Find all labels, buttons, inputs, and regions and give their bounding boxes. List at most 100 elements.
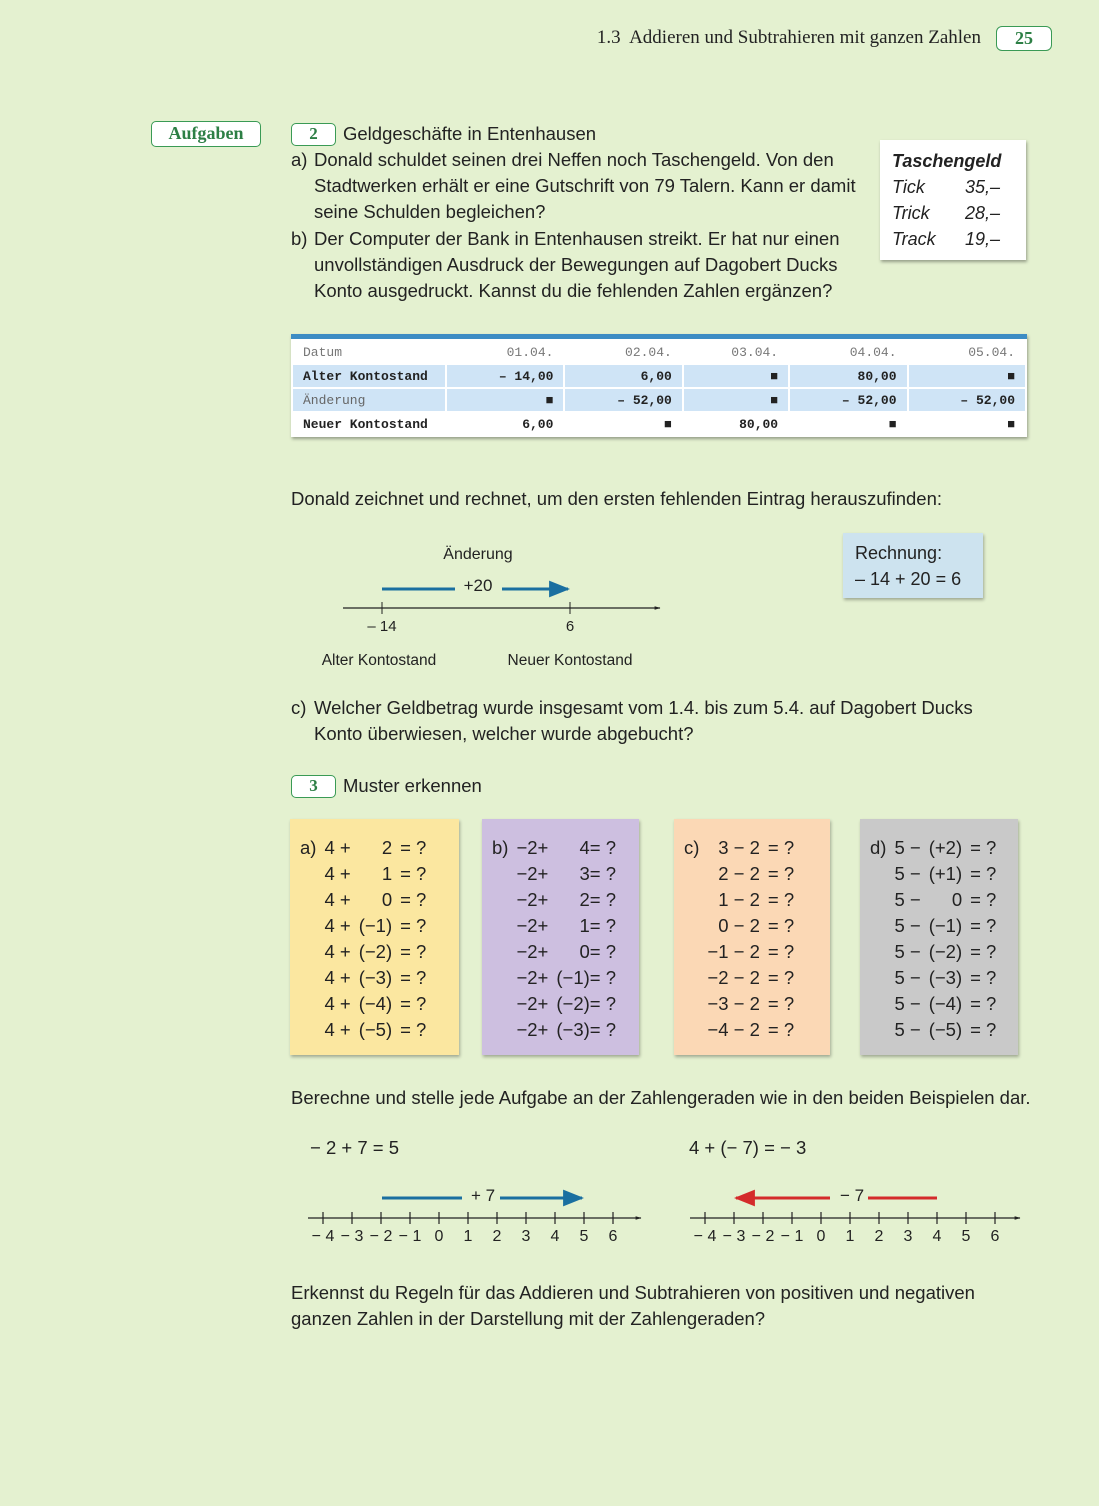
card-cell: (−5): [358, 1019, 393, 1040]
card-cell: = ?: [400, 889, 427, 910]
card-spacer: [684, 913, 699, 939]
card-cell: −2+: [516, 863, 549, 884]
card-cell: (−3)= ?: [556, 1019, 617, 1040]
tick-label: 1: [463, 1228, 473, 1245]
change-label: Änderung: [443, 546, 513, 563]
card-cell: −2+: [516, 837, 549, 858]
card-cell: −1 − 2: [707, 941, 760, 962]
header-cell: 03.04.: [731, 344, 779, 360]
tick-label: − 3: [340, 1228, 364, 1245]
table-cell: Änderung: [293, 389, 445, 411]
card-cell: 3= ?: [579, 863, 617, 884]
calculation-expression: – 14 + 20 = 6: [855, 569, 962, 589]
change-value: +20: [463, 576, 493, 595]
card-cell: = ?: [970, 967, 997, 988]
card-cell: (−5): [928, 1019, 963, 1040]
end-value: 6: [565, 618, 575, 635]
card-spacer: [492, 913, 508, 939]
table-cell: 6,00: [522, 416, 554, 432]
kid-name: Trick: [892, 203, 930, 223]
card-cell: 0= ?: [579, 941, 617, 962]
card-spacer: [870, 887, 886, 913]
number-lines: [308, 1189, 1021, 1224]
card-cell: 0: [381, 889, 393, 910]
card-spacer: [684, 1017, 699, 1043]
card-cell: = ?: [767, 915, 795, 936]
task-title: Geldgeschäfte in Entenhausen: [343, 123, 597, 144]
card-cell: 4 +: [324, 1019, 351, 1040]
card-cell: = ?: [400, 967, 427, 988]
card-spacer: [492, 861, 508, 887]
instruction-text: Berechne und stelle jede Aufgabe an der …: [291, 1087, 1031, 1108]
card-cell: = ?: [400, 915, 427, 936]
card-cell: = ?: [767, 889, 795, 910]
example-equation: 4 + (− 7) = − 3: [689, 1137, 807, 1158]
card-spacer: [684, 939, 699, 965]
card-cell: (−3): [358, 967, 393, 988]
card-cell: = ?: [970, 941, 997, 962]
card-spacer: [492, 939, 508, 965]
card-spacer: [300, 887, 316, 913]
card-cell: 4 +: [324, 915, 351, 936]
card-cell: 0: [951, 889, 963, 910]
pattern-card: d) 5 − (+2) = ? 5 − (+1) = ? 5 − 0 = ? 5 − (−1) = ? 5…: [860, 819, 1018, 1055]
tick-label: 0: [434, 1228, 444, 1245]
tick-label: 3: [903, 1228, 913, 1245]
card-label: b): [492, 837, 509, 858]
card-spacer: [684, 991, 699, 1017]
card-cell: −4 − 2: [707, 1019, 760, 1040]
card-cell: 3 − 2: [718, 837, 760, 858]
exercise-item: c) Welcher Geldbetrag wurde insgesamt vom…: [291, 695, 1011, 747]
table-cell: 6,00: [565, 365, 682, 387]
header-cell: 01.04.: [506, 344, 554, 360]
pocket-money-title: Taschengeld: [892, 151, 1002, 171]
card-spacer: [300, 1017, 316, 1043]
tick-label: 4: [550, 1228, 560, 1245]
card-spacer: [492, 965, 508, 991]
card-spacer: [300, 965, 316, 991]
card-cell: = ?: [400, 941, 427, 962]
card-label: c): [684, 837, 700, 858]
card-cell: = ?: [767, 967, 795, 988]
card-cell: = ?: [767, 993, 795, 1014]
card-cell: 1 − 2: [718, 889, 760, 910]
card-cell: −2+: [516, 889, 549, 910]
card-cell: (−4): [928, 993, 963, 1014]
item-text: Der Computer der Bank in Entenhausen str…: [314, 228, 840, 301]
card-spacer: [492, 991, 508, 1017]
header-cell: 04.04.: [849, 344, 897, 360]
card-cell: 1= ?: [579, 915, 617, 936]
card-spacer: [870, 861, 886, 887]
card-spacer: [870, 965, 886, 991]
card-cell: 4 +: [324, 993, 351, 1014]
card-cell: 5 −: [894, 863, 921, 884]
item-text: Welcher Geldbetrag wurde insgesamt vom 1…: [314, 697, 973, 744]
card-cell: (+2): [928, 837, 963, 858]
card-spacer: [684, 887, 699, 913]
start-caption: Alter Kontostand: [321, 652, 437, 669]
kid-name: Tick: [892, 177, 925, 197]
tick-label: − 2: [369, 1228, 393, 1245]
card-cell: (−2)= ?: [556, 993, 617, 1014]
example-change: − 7: [839, 1186, 865, 1205]
card-cell: = ?: [400, 837, 427, 858]
calculation-box: Rechnung: – 14 + 20 = 6: [843, 533, 983, 598]
start-value: – 14: [367, 618, 397, 635]
table-row: Alter Kontostand – 14,00 6,00 ■ 80,00 ■: [293, 365, 1025, 387]
card-cell: 5 −: [894, 967, 921, 988]
tick-label: − 2: [751, 1228, 775, 1245]
table-cell: – 52,00: [565, 389, 682, 411]
card-spacer: [492, 1017, 508, 1043]
card-spacer: [870, 939, 886, 965]
kid-amount: 28,–: [965, 203, 1001, 223]
card-cell: 5 −: [894, 941, 921, 962]
table-row: Änderung ■ – 52,00 ■ – 52,00– 52,00: [293, 389, 1025, 411]
kid-name: Track: [892, 229, 936, 249]
card-cell: (−1): [928, 915, 963, 936]
exercise-item: a) Donald schuldet seinen drei Neffen noc…: [291, 147, 871, 225]
card-spacer: [300, 991, 316, 1017]
table-header-row: Datum 01.04. 02.04. 03.04. 04.04. 05.04.: [293, 341, 1025, 363]
tick-label: 6: [608, 1228, 618, 1245]
kid-amount: 19,–: [965, 229, 1001, 249]
card-spacer: [684, 965, 699, 991]
